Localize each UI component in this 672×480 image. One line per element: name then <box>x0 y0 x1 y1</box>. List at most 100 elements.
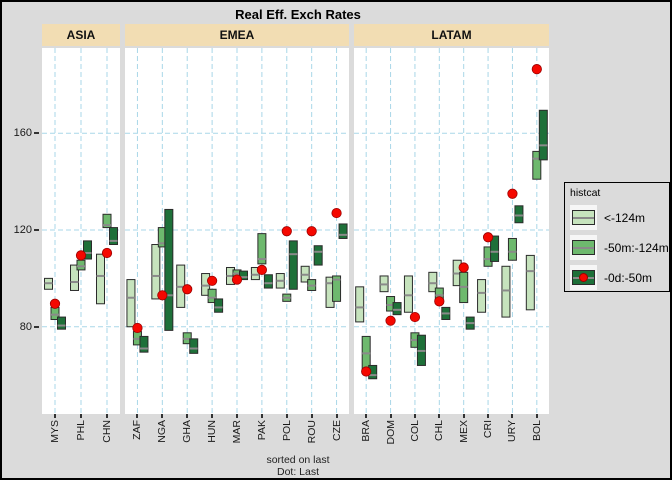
range-box-0d-50m <box>538 109 548 161</box>
x-tick-label-DOM: DOM <box>384 420 397 445</box>
y-tick-80 <box>34 325 39 328</box>
range-box-0d-50m <box>263 274 273 289</box>
last-value-dot-MEX <box>458 262 469 273</box>
last-value-dot-PHL <box>75 250 87 261</box>
legend-title: histcat <box>570 187 601 199</box>
last-value-dot-ROU <box>306 226 317 237</box>
legend-item-label: -0d:-50m <box>604 270 653 285</box>
facet-strip-EMEA: EMEA <box>125 24 349 46</box>
x-tick-CRI <box>487 414 490 418</box>
last-value-dot-COL <box>409 311 421 323</box>
x-tick-MAR <box>236 414 238 418</box>
x-tick-label-ROU: ROU <box>305 420 318 444</box>
legend-item-label: <-124m <box>604 210 646 225</box>
last-value-dot-CRI <box>482 232 494 243</box>
y-tick-label-160: 160 <box>13 127 32 140</box>
panel-plot-ASIA <box>42 48 120 414</box>
range-box-0d-50m <box>57 316 66 330</box>
range-box-older-124m <box>501 265 511 318</box>
range-box-50m-124m <box>102 213 112 229</box>
x-tick-HUN <box>211 414 214 418</box>
range-box-50m-124m <box>257 233 267 265</box>
range-box-older-124m <box>477 279 487 313</box>
legend-key-light-box <box>570 205 597 230</box>
last-value-dot-CZE <box>331 207 342 219</box>
facet-strip-ASIA: ASIA <box>42 24 120 46</box>
y-tick-160 <box>34 132 39 135</box>
x-tick-NGA <box>161 414 164 418</box>
last-value-dot-URY <box>507 188 518 199</box>
panel-plot-LATAM <box>354 48 549 414</box>
x-tick-label-BOL: BOL <box>530 420 543 442</box>
range-box-0d-50m <box>313 245 323 266</box>
range-box-older-124m <box>70 264 79 291</box>
chart-title: Real Eff. Exch Rates <box>235 7 361 22</box>
last-value-dot-ZAF <box>132 322 143 334</box>
legend-key-medium-box <box>570 235 597 260</box>
facet-strip-LATAM: LATAM <box>354 24 549 46</box>
range-box-0d-50m <box>288 240 298 290</box>
range-box-0d-50m <box>490 235 500 262</box>
panel-plot-EMEA <box>125 48 349 414</box>
last-value-dot-MAR <box>231 274 243 285</box>
legend-item-0d-50m: -0d:-50m <box>570 264 669 291</box>
footer-line-sorted: sorted on last <box>266 454 330 466</box>
last-value-dot-BOL <box>531 64 542 75</box>
last-value-dot-MYS <box>49 298 61 309</box>
x-tick-label-CHL: CHL <box>433 420 446 442</box>
x-tick-PHL <box>80 414 82 418</box>
x-tick-label-POL: POL <box>280 420 293 442</box>
x-tick-ZAF <box>136 414 139 418</box>
x-tick-CHL <box>438 414 441 418</box>
x-tick-MYS <box>54 414 56 418</box>
range-box-older-124m <box>428 271 438 293</box>
last-value-dot-GHA <box>182 284 193 295</box>
legend-item-label: -50m:-124m <box>604 240 669 255</box>
range-box-50m-124m <box>532 150 542 180</box>
range-box-older-124m <box>525 254 535 311</box>
range-box-0d-50m <box>514 205 524 224</box>
last-value-dot-DOM <box>385 315 396 326</box>
x-tick-label-COL: COL <box>408 420 421 442</box>
x-tick-POL <box>285 414 288 418</box>
last-value-dot-BRA <box>361 366 372 377</box>
range-box-0d-50m <box>139 335 149 353</box>
last-value-dot-PAK <box>256 264 267 276</box>
range-box-50m-124m <box>332 275 342 302</box>
x-tick-URY <box>511 414 514 418</box>
range-box-50m-124m <box>507 237 517 261</box>
last-value-dot-CHL <box>434 296 445 307</box>
x-tick-label-NGA: NGA <box>156 420 169 443</box>
y-tick-label-80: 80 <box>19 320 32 333</box>
range-box-0d-50m <box>214 298 224 313</box>
x-tick-label-CZE: CZE <box>330 420 343 441</box>
x-tick-label-HUN: HUN <box>206 420 219 443</box>
footer-line-dot: Dot: Last <box>276 466 320 478</box>
x-tick-label-URY: URY <box>506 420 519 442</box>
x-tick-CZE <box>335 414 338 418</box>
range-box-older-124m <box>151 244 161 300</box>
x-tick-label-PAK: PAK <box>255 420 268 441</box>
chart-footer: sorted on last Dot: Last <box>42 454 554 478</box>
x-tick-label-CHN: CHN <box>101 420 113 443</box>
x-tick-DOM <box>389 414 392 418</box>
x-tick-BOL <box>535 414 538 418</box>
facet-panel-EMEA <box>125 48 349 414</box>
facet-panel-ASIA <box>42 48 120 414</box>
x-tick-label-ZAF: ZAF <box>131 420 144 440</box>
legend: histcat <-124m -50m:-124m -0d:-50m <box>564 182 670 292</box>
range-box-50m-124m <box>207 288 217 304</box>
last-value-dot-HUN <box>207 275 218 286</box>
x-tick-label-BRA: BRA <box>360 420 373 442</box>
x-tick-GHA <box>186 414 189 418</box>
range-box-0d-50m <box>164 208 174 331</box>
x-tick-label-PHL: PHL <box>75 420 87 441</box>
range-box-0d-50m <box>189 338 199 354</box>
x-tick-label-MEX: MEX <box>457 420 470 443</box>
y-tick-label-120: 120 <box>13 224 32 236</box>
range-box-older-124m <box>126 279 136 328</box>
legend-red-dot-icon <box>579 273 588 282</box>
range-box-0d-50m <box>392 302 402 316</box>
range-box-older-124m <box>403 275 413 313</box>
